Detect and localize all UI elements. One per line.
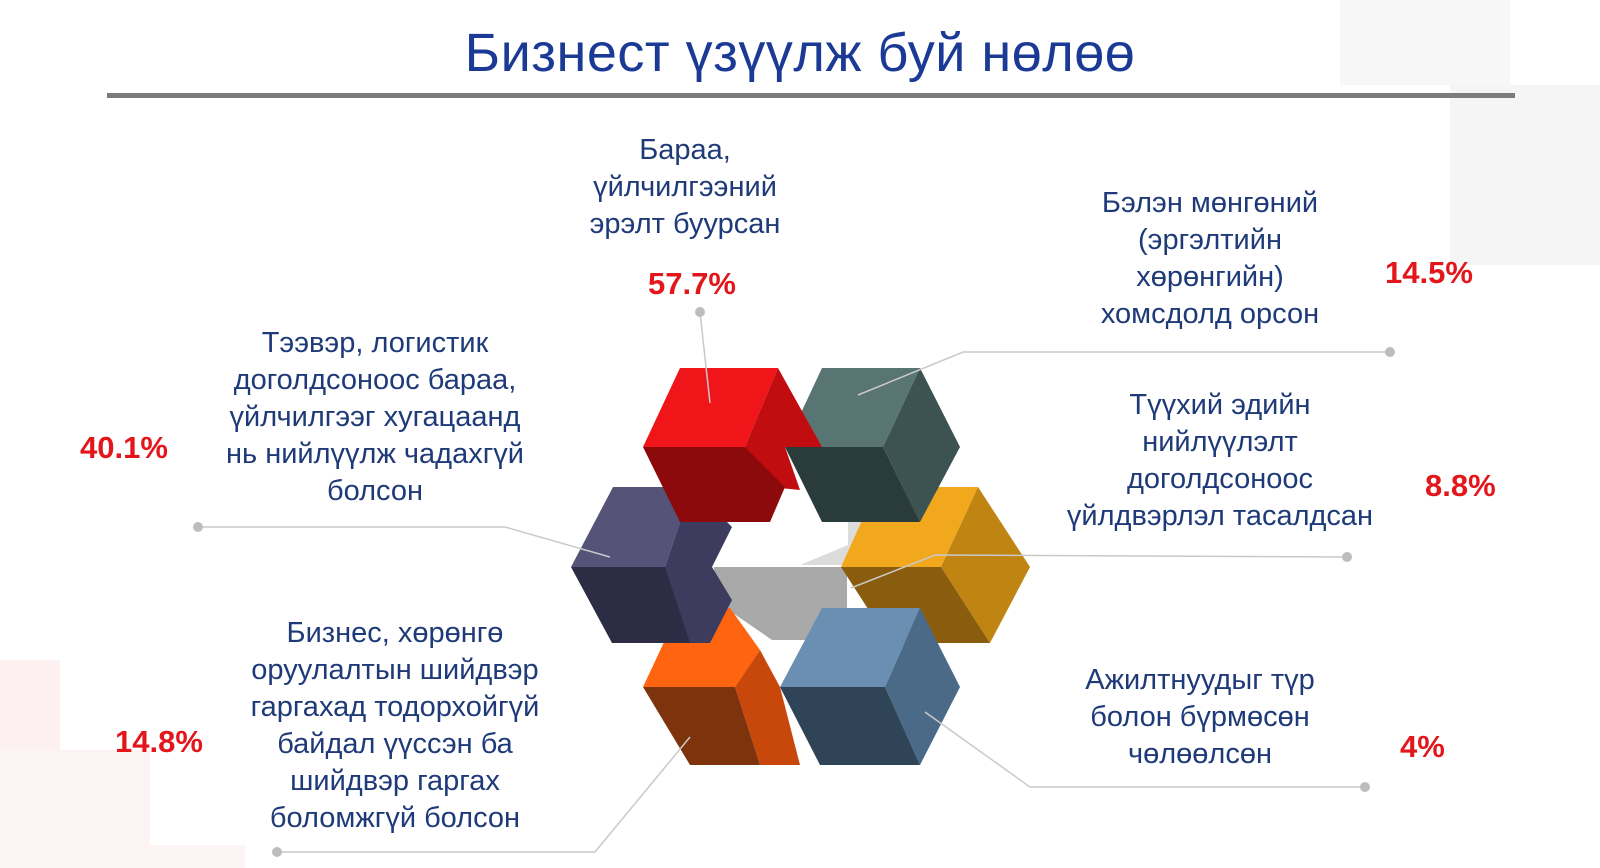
background-panel-top-right <box>1340 0 1510 85</box>
label-cash-shortage: Бэлэн мөнгөний (эргэлтийн хөрөнгийн) хом… <box>1060 185 1360 333</box>
label-line: үйлдвэрлэл тасалдсан <box>1066 500 1374 532</box>
label-demand-decline: Бараа, үйлчилгээний эрэлт буурсан <box>555 132 815 243</box>
label-line: болсон <box>327 475 423 507</box>
leader-line-orange <box>850 554 1348 589</box>
label-line: шийдвэр гаргах <box>290 765 500 797</box>
label-line: Бизнес, хөрөнгө <box>286 617 504 649</box>
label-investment-uncertainty: Бизнес, хөрөнгө оруулалтын шийдвэр гарга… <box>230 615 560 837</box>
label-line: хөрөнгийн) <box>1136 261 1284 293</box>
label-line: болон бүрмөсөн <box>1090 701 1310 733</box>
leader-line-purple <box>198 526 611 558</box>
title-underline <box>107 93 1515 98</box>
percent-investment-uncertainty: 14.8% <box>115 724 203 759</box>
label-supply-disruption: Түүхий эдийн нийлүүлэлт доголдсоноос үйл… <box>1050 387 1390 535</box>
label-line: Тээвэр, логистик <box>261 327 489 359</box>
label-line: доголдсоноос бараа, <box>233 364 517 396</box>
percent-staff-layoffs: 4% <box>1400 729 1445 764</box>
label-line: гаргахад тодорхойгүй <box>250 691 540 723</box>
label-line: доголдсоноос <box>1126 463 1314 495</box>
cube-purple <box>571 487 732 643</box>
label-line: байдал үүссэн ба <box>277 728 513 760</box>
percent-cash-shortage: 14.5% <box>1385 255 1473 290</box>
percent-demand-decline: 57.7% <box>648 266 736 301</box>
label-line: боломжгүй болсон <box>269 802 521 834</box>
background-panel-right <box>1450 85 1600 265</box>
label-line: чөлөөлсөн <box>1128 738 1272 770</box>
page-title: Бизнест үзүүлж буй нөлөө <box>464 23 1136 83</box>
label-logistics-disruption: Тээвэр, логистик доголдсоноос бараа, үйл… <box>205 325 545 510</box>
label-line: оруулалтын шийдвэр <box>251 654 539 686</box>
leader-line-steel-blue <box>924 711 1365 788</box>
cube-red <box>643 368 822 522</box>
label-line: Бэлэн мөнгөний <box>1101 187 1319 219</box>
cube-steel-blue <box>780 608 960 765</box>
leader-line-orange-red <box>277 736 691 853</box>
leader-lines <box>198 311 1390 853</box>
label-line: (эргэлтийн <box>1138 224 1282 256</box>
label-line: үйлчилгээний <box>593 171 777 203</box>
leader-line-teal <box>857 351 1390 396</box>
label-line: нийлүүлэлт <box>1142 426 1298 458</box>
percent-supply-disruption: 8.8% <box>1425 468 1496 503</box>
label-line: үйлчилгээг хугацаанд <box>229 401 521 433</box>
background-panel-bottom-left-2 <box>0 750 150 868</box>
label-line: Түүхий эдийн <box>1129 389 1311 421</box>
label-line: хомсдолд орсон <box>1100 298 1320 330</box>
leader-line-red <box>699 311 711 404</box>
background-panel-bottom-left-3 <box>150 845 245 868</box>
label-staff-layoffs: Ажилтнуудыг түр болон бүрмөсөн чөлөөлсөн <box>1055 662 1345 773</box>
label-line: Бараа, <box>639 134 731 166</box>
cube-dark-teal <box>785 368 960 522</box>
label-line: нь нийлүүлж чадахгүй <box>226 438 524 470</box>
percent-logistics-disruption: 40.1% <box>80 430 168 465</box>
leader-dots <box>193 307 1395 857</box>
label-line: Ажилтнуудыг түр <box>1085 664 1315 696</box>
label-line: эрэлт буурсан <box>589 208 781 240</box>
